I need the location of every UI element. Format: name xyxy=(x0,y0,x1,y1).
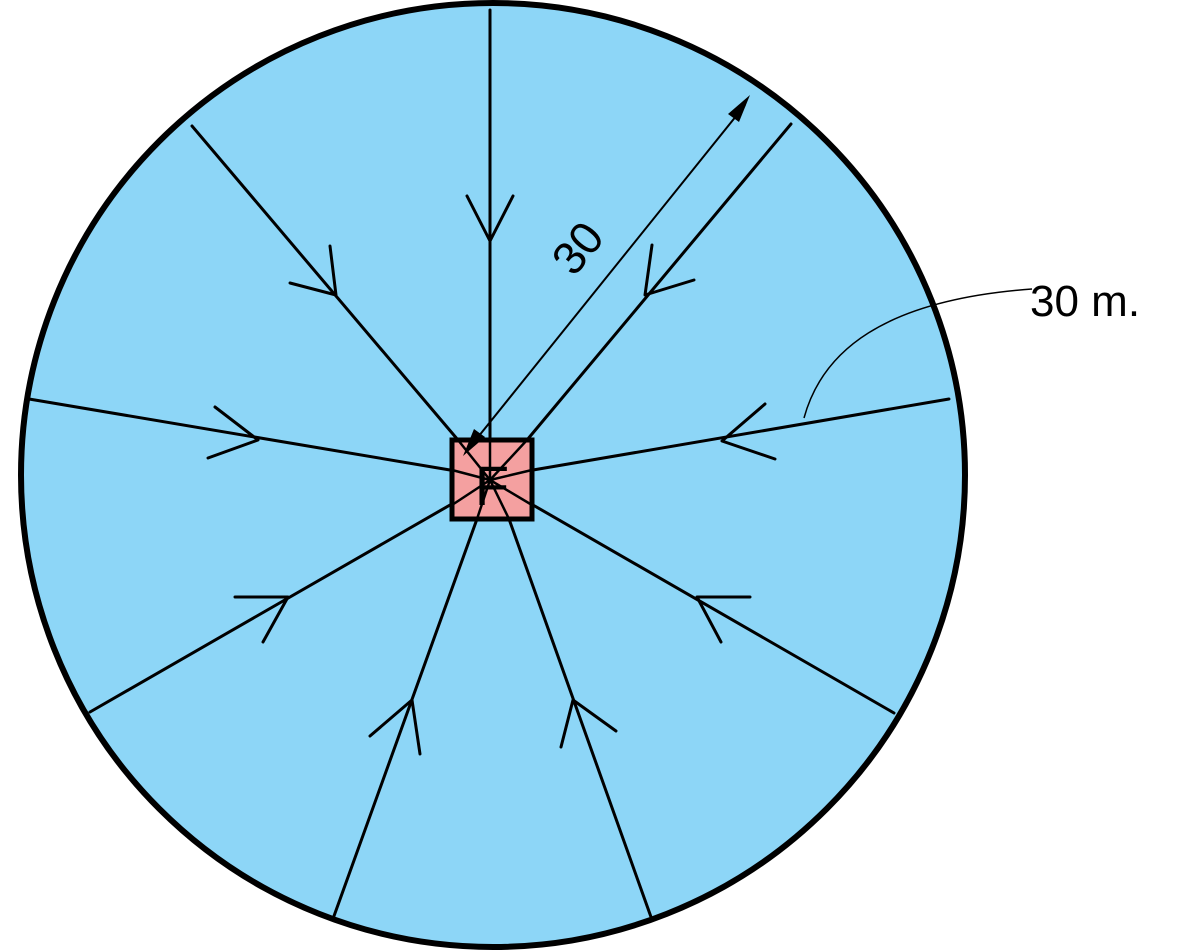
dimension-line xyxy=(469,104,746,448)
callout-leader xyxy=(803,288,1033,419)
arrowhead-w xyxy=(206,405,260,460)
center-node: F xyxy=(449,437,535,522)
arrowhead-sse xyxy=(559,698,618,749)
dimension-arrow-inner xyxy=(463,429,485,456)
arrowhead-e xyxy=(720,402,777,461)
arrowhead-se xyxy=(695,595,752,644)
flow-line-se xyxy=(531,503,896,715)
center-label: F xyxy=(475,454,509,517)
flow-line-ne xyxy=(525,122,793,442)
flow-arrowheads xyxy=(206,194,777,756)
arrowhead-n xyxy=(465,194,515,243)
dimension-arrow-outer xyxy=(728,95,750,122)
flow-line-sw xyxy=(88,503,452,714)
flow-line-w xyxy=(27,397,452,472)
radial-flow-lines xyxy=(27,8,951,919)
arrowhead-ssw xyxy=(368,698,422,756)
flow-line-ssw xyxy=(332,517,479,918)
arrowhead-sw xyxy=(233,595,290,644)
flow-line-sse xyxy=(507,517,653,919)
arrowhead-ne xyxy=(643,243,696,297)
arrowhead-nw xyxy=(288,244,338,297)
flow-line-nw xyxy=(190,124,460,442)
flow-line-e xyxy=(531,397,951,472)
callout-label: 30 m. xyxy=(1030,277,1140,326)
